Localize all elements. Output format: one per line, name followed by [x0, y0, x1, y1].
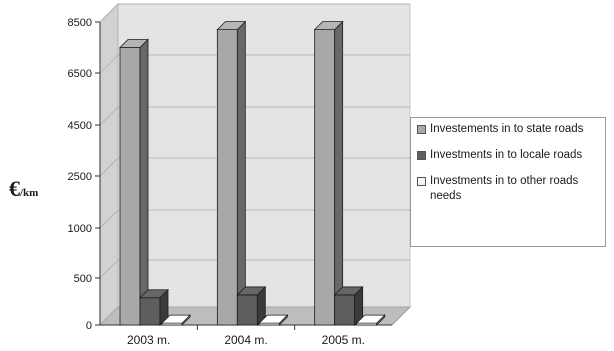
bar-front: [216, 29, 238, 326]
legend-label: Investments in to locale roads: [430, 149, 583, 161]
bar-front: [334, 294, 356, 326]
y-tick-label: 2500: [68, 171, 92, 183]
bar-front: [236, 294, 258, 326]
back-wall: [117, 3, 411, 308]
bar-top: [313, 21, 344, 31]
bar: [333, 285, 364, 326]
bar-top: [236, 286, 267, 296]
gridline: [99, 3, 410, 23]
legend-item: Investments in to other roads needs: [417, 174, 599, 204]
y-tick-label: 1000: [68, 223, 92, 235]
bar: [161, 314, 191, 326]
gridline: [99, 259, 410, 279]
legend-swatch: [417, 151, 426, 160]
gridline: [99, 106, 410, 126]
gridline: [99, 157, 410, 177]
legend-swatch: [417, 177, 426, 186]
bar-side: [334, 20, 344, 326]
bar: [216, 20, 247, 326]
y-tick-label: 500: [74, 273, 92, 285]
bar-top: [139, 289, 169, 299]
y-axis-label: €/km: [9, 176, 38, 202]
bar-top: [355, 314, 386, 324]
bar-top: [216, 21, 247, 31]
legend-label: Investements in to state roads: [430, 123, 584, 135]
bar-top: [161, 314, 191, 324]
y-tick-label: 4500: [68, 120, 92, 132]
legend-swatch: [417, 125, 426, 134]
y-tick-label: 8500: [68, 17, 92, 29]
bar: [139, 288, 169, 326]
legend: Investements in to state roads Investmen…: [410, 117, 606, 247]
legend-item: Investments in to locale roads: [417, 148, 599, 163]
bar-front: [139, 297, 161, 326]
bar: [258, 314, 289, 326]
bar: [236, 285, 267, 326]
y-axis-label-symbol: €: [9, 176, 20, 201]
gridline: [99, 54, 410, 74]
bar-top: [333, 286, 364, 296]
y-axis-label-unit: /km: [20, 187, 39, 199]
bar-top: [119, 39, 149, 48]
gridline: [99, 209, 410, 229]
bar-front: [314, 29, 336, 326]
x-tick-label: 2004 m.: [224, 333, 267, 347]
y-tick-label: 6500: [68, 68, 92, 80]
side-wall: [99, 2, 119, 327]
gridline: [99, 306, 410, 326]
x-tick-label: 2005 m.: [322, 333, 365, 347]
x-tick-label: 2003 m.: [127, 333, 170, 347]
bar: [313, 20, 344, 326]
bar-side: [236, 20, 246, 326]
bar-top: [258, 314, 289, 324]
bar-front: [119, 47, 141, 326]
bar-side: [139, 38, 149, 326]
legend-item: Investements in to state roads: [417, 122, 599, 137]
bar: [355, 314, 386, 326]
y-tick-label: 0: [86, 320, 92, 332]
bar: [119, 38, 149, 326]
legend-label: Investments in to other roads needs: [430, 175, 579, 202]
